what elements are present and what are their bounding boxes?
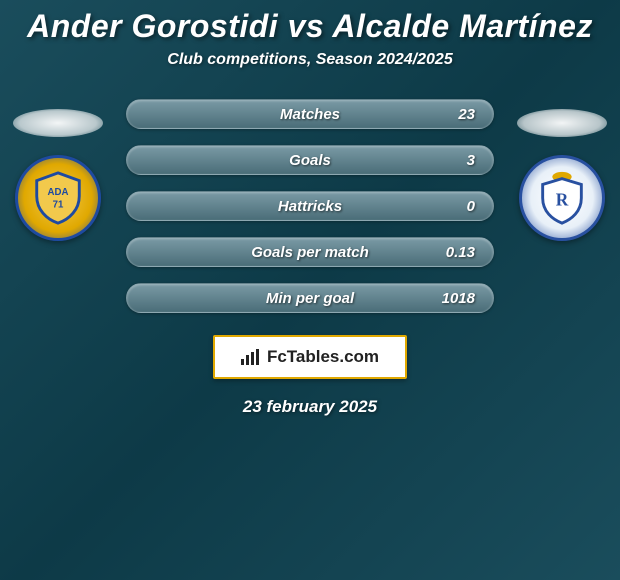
main-row: ADA 71 Matches 23 Goals 3 Hattricks 0 Goals pe…	[0, 99, 620, 313]
shield-icon: ADA 71	[29, 169, 87, 227]
player-right-column: R	[512, 99, 612, 241]
date-label: 23 february 2025	[243, 397, 377, 417]
svg-text:R: R	[556, 190, 569, 210]
infographic-container: Ander Gorostidi vs Alcalde Martínez Club…	[0, 0, 620, 417]
stat-bar: Goals 3	[126, 145, 494, 175]
page-subtitle: Club competitions, Season 2024/2025	[0, 51, 620, 69]
stat-value-right: 1018	[435, 290, 475, 307]
svg-text:71: 71	[53, 200, 64, 211]
stat-value-right: 0	[435, 198, 475, 215]
svg-text:ADA: ADA	[48, 187, 69, 198]
page-title: Ander Gorostidi vs Alcalde Martínez	[0, 8, 620, 45]
brand-box[interactable]: FcTables.com	[213, 335, 407, 379]
stat-bar: Min per goal 1018	[126, 283, 494, 313]
stat-bar: Hattricks 0	[126, 191, 494, 221]
club-badge-left: ADA 71	[15, 155, 101, 241]
stat-label: Matches	[280, 106, 340, 123]
stat-value-right: 3	[435, 152, 475, 169]
stat-value-right: 0.13	[435, 244, 475, 261]
stat-label: Hattricks	[278, 198, 342, 215]
player-left-column: ADA 71	[8, 99, 108, 241]
stat-label: Min per goal	[266, 290, 354, 307]
stats-column: Matches 23 Goals 3 Hattricks 0 Goals per match…	[126, 99, 494, 313]
stat-label: Goals per match	[251, 244, 369, 261]
stat-bar: Matches 23	[126, 99, 494, 129]
stat-bar: Goals per match 0.13	[126, 237, 494, 267]
stat-value-right: 23	[435, 106, 475, 123]
club-badge-right: R	[519, 155, 605, 241]
brand-name: FcTables.com	[267, 347, 379, 367]
stat-label: Goals	[289, 152, 331, 169]
player-left-avatar-placeholder	[13, 109, 103, 137]
shield-icon: R	[533, 169, 591, 227]
player-right-avatar-placeholder	[517, 109, 607, 137]
bar-chart-icon	[241, 349, 261, 365]
footer: FcTables.com 23 february 2025	[0, 335, 620, 417]
